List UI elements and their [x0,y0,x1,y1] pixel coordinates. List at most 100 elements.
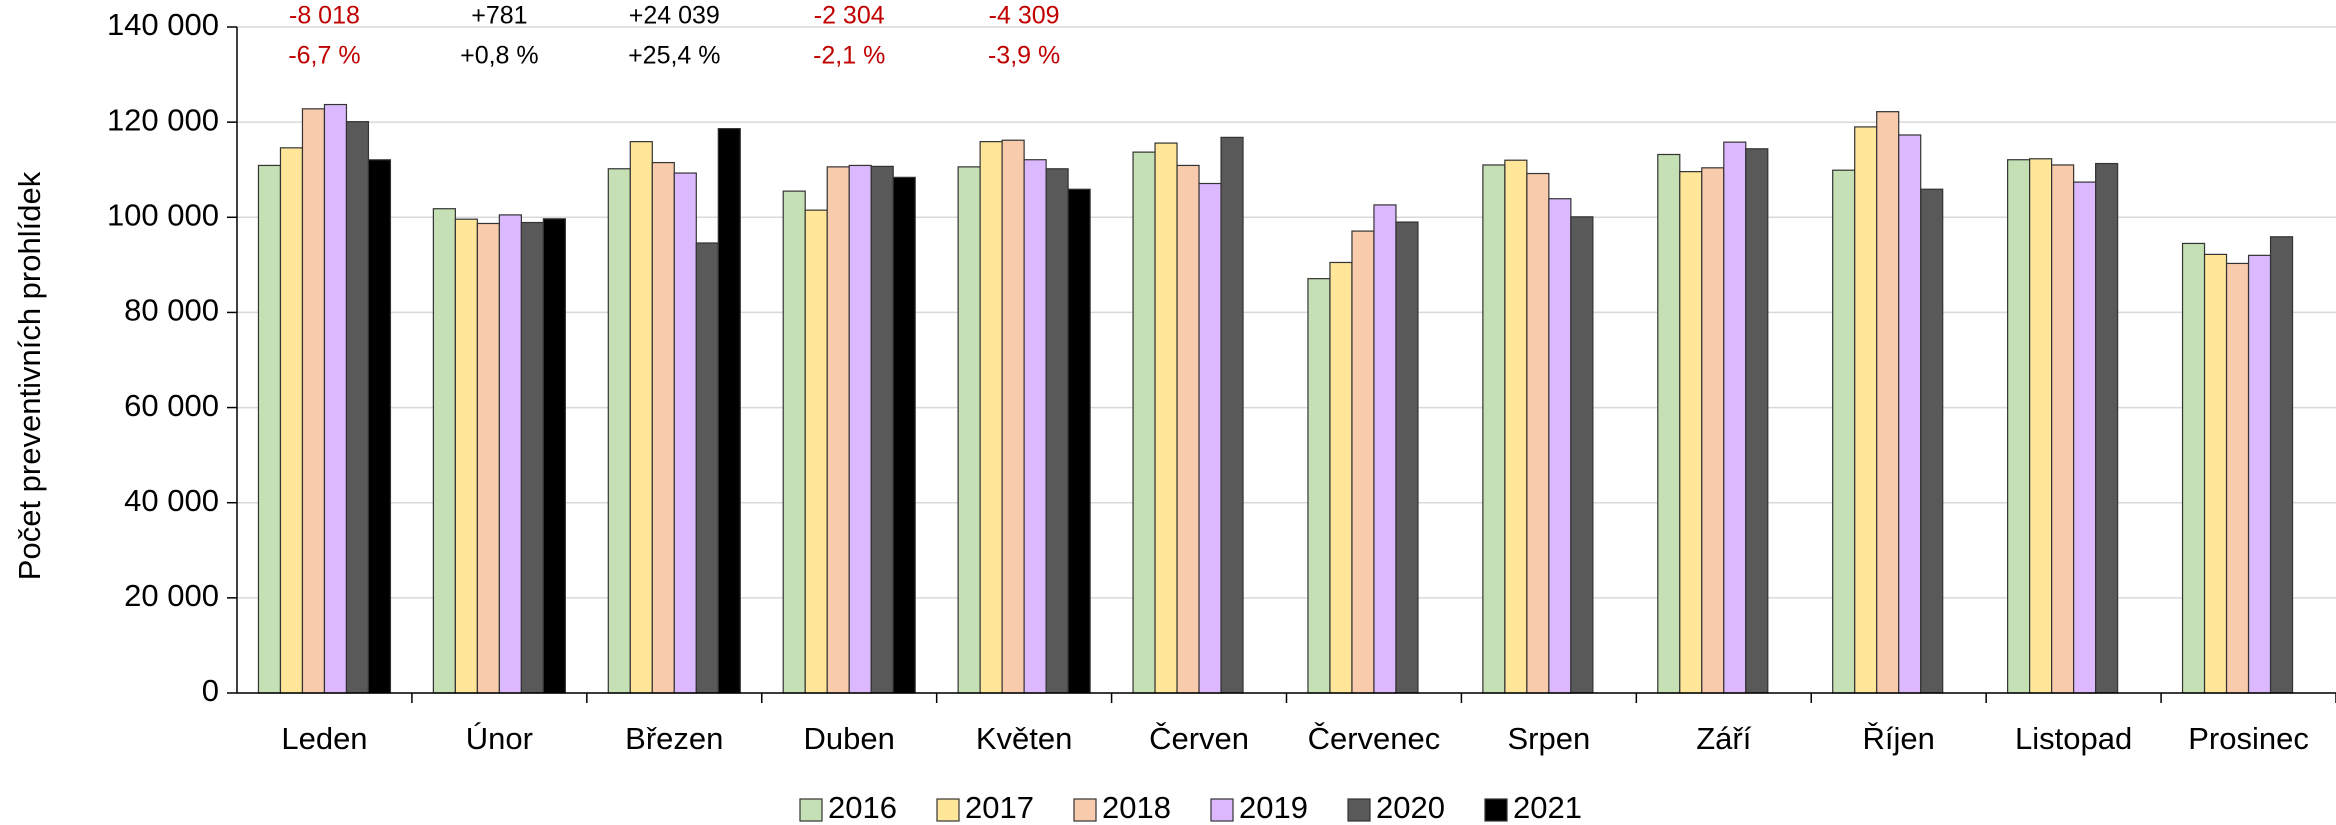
bar [607,168,631,694]
bar [1198,182,1222,694]
annotation-percent: -6,7 % [288,42,360,70]
bar [957,166,981,694]
bar [454,218,478,694]
bar [782,190,806,694]
y-tick-label: 20 000 [124,578,219,613]
bar [1373,204,1397,694]
bar [1920,188,1944,694]
annotation-percent: -3,9 % [988,42,1060,70]
x-tick-label: Březen [625,721,723,756]
bar [1679,171,1703,694]
legend-swatch [936,798,960,822]
legend-label: 2021 [1513,790,1582,825]
annotation-change: +24 039 [629,2,720,30]
bar [345,121,370,694]
bar [1067,188,1091,694]
bar [1854,126,1878,694]
bar [1220,136,1244,694]
bar [826,166,850,694]
bar [673,172,697,694]
x-tick-label: Červenec [1308,721,1441,756]
bar [804,209,828,694]
y-tick-label: 80 000 [124,293,219,328]
bar [1395,221,1419,694]
bar [1482,164,1506,694]
x-tick-label: Říjen [1863,721,1935,756]
bar [476,222,500,694]
bar [1701,167,1725,694]
legend-label: 2016 [828,790,897,825]
bar [1504,159,1528,694]
bar [1154,142,1178,694]
x-tick-label: Únor [466,721,533,756]
x-tick-label: Duben [804,721,895,756]
bar [1526,172,1550,694]
y-tick-label: 100 000 [107,197,219,232]
bar [2073,181,2097,694]
bar [1898,134,1922,694]
annotation-change: -4 309 [989,2,1060,30]
bar [542,218,566,694]
legend-swatch [1484,798,1508,822]
y-tick-label: 140 000 [107,7,219,42]
bar [1832,169,1856,694]
bar [1132,151,1156,694]
annotation-change: -8 018 [289,2,360,30]
y-tick-label: 60 000 [124,388,219,423]
bar [323,103,348,694]
bar [1745,148,1769,694]
y-tick-label: 40 000 [124,483,219,518]
bar [1876,111,1900,694]
x-tick-label: Červen [1149,721,1249,756]
bar [2095,162,2119,694]
bar [2225,262,2250,694]
bar [2051,164,2075,694]
bar [848,164,872,694]
bar [629,141,653,694]
annotation-change: -2 304 [814,2,885,30]
bar [1351,230,1375,694]
bar [301,108,326,694]
bar [520,221,544,694]
bar [717,128,741,694]
bar [1548,198,1572,694]
legend-swatch [1073,798,1097,822]
bar [651,161,675,694]
bar [2247,254,2272,694]
bar [2181,242,2206,694]
legend-swatch [1347,798,1371,822]
bar [2007,159,2031,694]
bar [1176,164,1200,694]
legend-swatch [799,798,823,822]
bar [1023,159,1047,694]
bar [1307,278,1331,694]
bar [1329,261,1353,694]
bar [257,164,282,694]
bar [1723,141,1747,694]
legend-label: 2020 [1376,790,1445,825]
y-axis-label: Počet preventivních prohlídek [12,171,47,580]
bar [2203,253,2228,694]
bar [1001,139,1025,694]
bar [1570,216,1594,694]
x-tick-label: Květen [976,721,1073,756]
x-tick-label: Srpen [1508,721,1591,756]
bar [279,147,304,694]
bar [367,159,392,694]
bar [695,242,719,694]
bar [1045,168,1069,694]
legend-label: 2019 [1239,790,1308,825]
bar [870,165,894,694]
legend-swatch [1210,798,1234,822]
bar [2269,236,2294,694]
bar [2029,158,2053,694]
bar [432,208,456,694]
y-tick-label: 0 [202,673,219,708]
bar [498,214,522,694]
x-tick-label: Leden [281,721,367,756]
bar [979,141,1003,694]
annotation-percent: +0,8 % [460,42,539,70]
x-tick-label: Září [1696,721,1752,756]
x-tick-label: Prosinec [2188,721,2309,756]
